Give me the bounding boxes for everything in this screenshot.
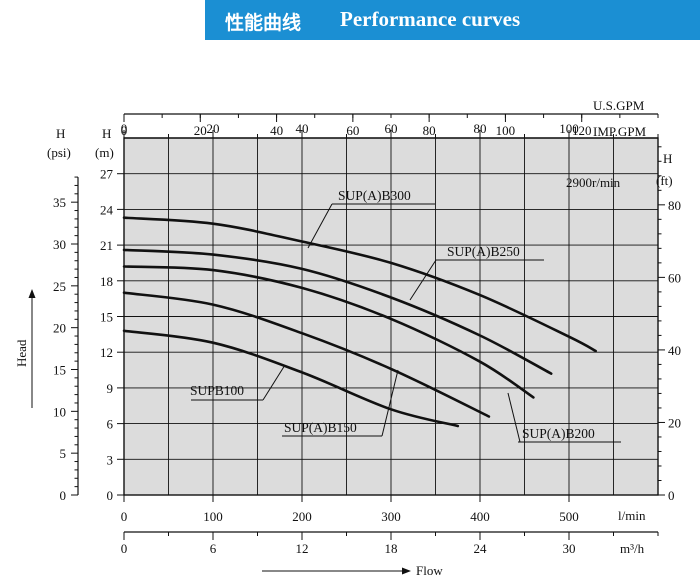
series-leader-line	[307, 203, 333, 249]
ft-tick-label: 60	[668, 270, 681, 285]
lmin-tick-label: 300	[381, 509, 401, 524]
m-tick-label: 24	[100, 202, 114, 217]
curve-supab250	[122, 248, 553, 375]
impgpm-tick-label: 20	[207, 121, 220, 136]
m-tick-label: 9	[107, 381, 114, 396]
lmin-tick-label: 400	[470, 509, 490, 524]
lmin-tick-label: 200	[292, 509, 312, 524]
impgpm-tick-label: 0	[121, 121, 128, 136]
psi-tick-label: 10	[53, 404, 66, 419]
m-tick-label: 21	[100, 238, 113, 253]
rpm-annotation: 2900r/min	[566, 175, 621, 190]
title-banner: 性能曲线 Performance curves	[205, 0, 700, 40]
usgpm-tick-label: 60	[346, 123, 359, 138]
impgpm-tick-label: 60	[385, 121, 398, 136]
ft-tick-label: 40	[668, 343, 681, 358]
series-label: SUP(A)B200	[522, 426, 595, 441]
curve-supb100	[122, 329, 460, 428]
usgpm-tick-label: 80	[423, 123, 436, 138]
m-tick-label: 6	[107, 417, 114, 432]
m-tick-label: 15	[100, 310, 113, 325]
impgpm-unit: IMP.GPM	[593, 124, 647, 139]
lmin-tick-label: 100	[203, 509, 223, 524]
usgpm-tick-label: 40	[270, 123, 283, 138]
series-leader-line	[381, 369, 399, 437]
m3h-tick-label: 12	[296, 541, 309, 556]
flow-axis-label: Flow	[416, 563, 443, 578]
title-chinese: 性能曲线	[225, 12, 302, 34]
series-leader-line	[507, 392, 521, 443]
usgpm-tick-label: 20	[194, 123, 207, 138]
lmin-tick-label: 0	[121, 509, 128, 524]
m3h-tick-label: 0	[121, 541, 128, 556]
m3h-unit: m³/h	[620, 541, 645, 556]
curve-supab150	[122, 291, 491, 418]
ft-tick-label: 20	[668, 415, 681, 430]
m-tick-label: 12	[100, 345, 113, 360]
ft-tick-label: 80	[668, 198, 681, 213]
psi-tick-label: 25	[53, 279, 66, 294]
head-arrowhead	[28, 289, 36, 298]
lmin-tick-label: 500	[559, 509, 579, 524]
m3h-tick-label: 6	[210, 541, 217, 556]
ft-tick-label: 0	[668, 488, 675, 503]
usgpm-tick-label: 120	[572, 123, 592, 138]
head-axis-label: Head	[14, 339, 29, 367]
m-tick-label: 3	[107, 452, 114, 467]
m-tick-label: 0	[107, 488, 114, 503]
m3h-tick-label: 18	[385, 541, 398, 556]
psi-tick-label: 5	[60, 446, 67, 461]
grid	[124, 138, 658, 495]
psi-tick-label: 20	[53, 321, 66, 336]
m-tick-label: 18	[100, 274, 113, 289]
impgpm-tick-label: 100	[559, 121, 579, 136]
m-axis-title: H	[102, 126, 111, 141]
usgpm-unit: U.S.GPM	[593, 98, 645, 113]
series-leader-line	[409, 259, 437, 301]
series-leader-line	[262, 364, 286, 401]
m-axis-unit: (m)	[95, 145, 114, 160]
m3h-tick-label: 24	[474, 541, 488, 556]
series-label: SUP(A)B150	[284, 420, 357, 435]
psi-tick-label: 35	[53, 195, 66, 210]
axes: 0204060801001200204060801000612182430010…	[53, 113, 681, 556]
ft-axis-unit: (ft)	[656, 173, 673, 188]
series-label: SUP(A)B250	[447, 244, 520, 259]
curve-supab300	[122, 216, 597, 353]
psi-tick-label: 0	[60, 488, 67, 503]
usgpm-tick-label: 100	[496, 123, 516, 138]
series-label: SUPB100	[190, 383, 244, 398]
flow-arrowhead	[402, 567, 411, 575]
impgpm-tick-label: 80	[474, 121, 487, 136]
psi-tick-label: 15	[53, 363, 66, 378]
title-english: Performance curves	[340, 7, 521, 31]
psi-axis-title: H	[56, 126, 65, 141]
series-label: SUP(A)B300	[338, 188, 411, 203]
ft-axis-title: H	[663, 151, 672, 166]
psi-tick-label: 30	[53, 237, 66, 252]
series-group: SUPB100 SUP(A)B150 SUP(A)B200 SUP(A)B250 SUP…	[122, 188, 621, 443]
m3h-tick-label: 30	[563, 541, 576, 556]
m-tick-label: 27	[100, 167, 114, 182]
impgpm-tick-label: 40	[296, 121, 309, 136]
psi-axis-unit: (psi)	[47, 145, 71, 160]
curve-supab200	[122, 265, 535, 399]
lmin-unit: l/min	[618, 508, 646, 523]
